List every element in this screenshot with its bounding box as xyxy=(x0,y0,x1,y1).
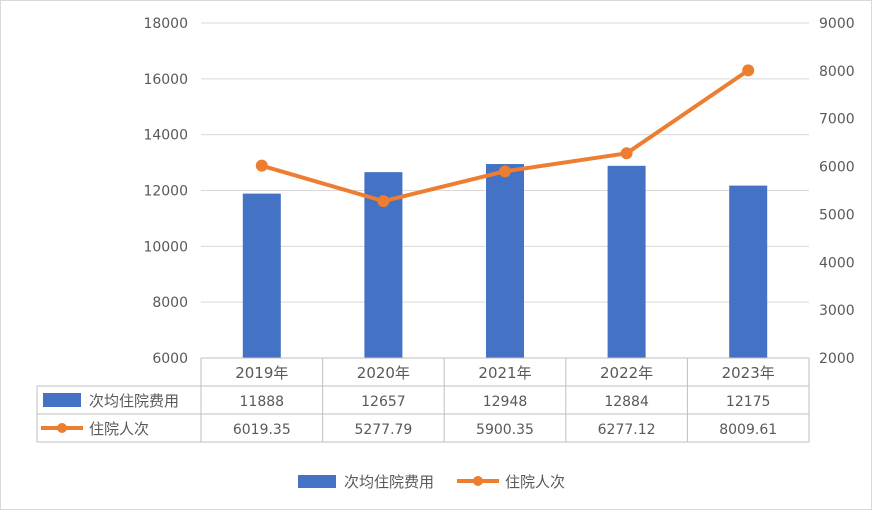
x-category-label: 2023年 xyxy=(722,364,775,382)
legend-key-marker xyxy=(473,476,483,486)
y-right-tick-label: 9000 xyxy=(819,16,855,32)
legend-label: 住院人次 xyxy=(505,473,565,491)
table-cell: 12175 xyxy=(726,394,771,410)
table-cell: 6277.12 xyxy=(598,422,656,438)
y-right-tick-label: 8000 xyxy=(819,64,855,80)
bar xyxy=(607,165,646,358)
table-cell: 6019.35 xyxy=(233,422,291,438)
table-cell: 11888 xyxy=(240,394,285,410)
line-point xyxy=(742,64,755,77)
x-category-label: 2022年 xyxy=(600,364,653,382)
y-right-tick-label: 3000 xyxy=(819,303,855,319)
table-cell: 12884 xyxy=(604,394,649,410)
y-left-tick-label: 18000 xyxy=(143,16,188,32)
table-cell: 12948 xyxy=(483,394,528,410)
legend-label: 次均住院费用 xyxy=(344,473,434,491)
legend-key-bar xyxy=(298,475,336,488)
table-cell: 5277.79 xyxy=(354,422,412,438)
y-right-tick-label: 4000 xyxy=(819,255,855,271)
table-legend-key-marker xyxy=(57,423,67,433)
line-point xyxy=(377,195,390,208)
y-left-tick-label: 6000 xyxy=(152,351,188,367)
line-point xyxy=(499,165,511,178)
y-right-tick-label: 6000 xyxy=(819,160,855,176)
bar xyxy=(729,185,768,358)
y-left-tick-label: 16000 xyxy=(143,72,188,88)
bar xyxy=(486,164,524,358)
y-left-tick-label: 14000 xyxy=(143,128,188,144)
y-left-tick-label: 8000 xyxy=(152,295,188,311)
y-left-tick-label: 10000 xyxy=(143,239,188,255)
table-legend-key-bar xyxy=(43,393,81,407)
table-cell: 5900.35 xyxy=(476,422,534,438)
y-right-tick-label: 5000 xyxy=(819,207,855,223)
y-right-tick-label: 7000 xyxy=(819,112,855,128)
table-series-name: 次均住院费用 xyxy=(89,392,179,410)
y-left-tick-label: 12000 xyxy=(143,184,188,200)
x-category-label: 2021年 xyxy=(478,364,531,382)
table-series-name: 住院人次 xyxy=(89,420,149,438)
table-cell: 12657 xyxy=(361,394,406,410)
x-category-label: 2020年 xyxy=(357,364,410,382)
table-cell: 8009.61 xyxy=(719,422,777,438)
line-point xyxy=(620,147,633,160)
x-category-label: 2019年 xyxy=(235,364,288,382)
bar xyxy=(242,193,281,358)
line-point xyxy=(255,159,268,172)
y-right-tick-label: 2000 xyxy=(819,351,855,367)
